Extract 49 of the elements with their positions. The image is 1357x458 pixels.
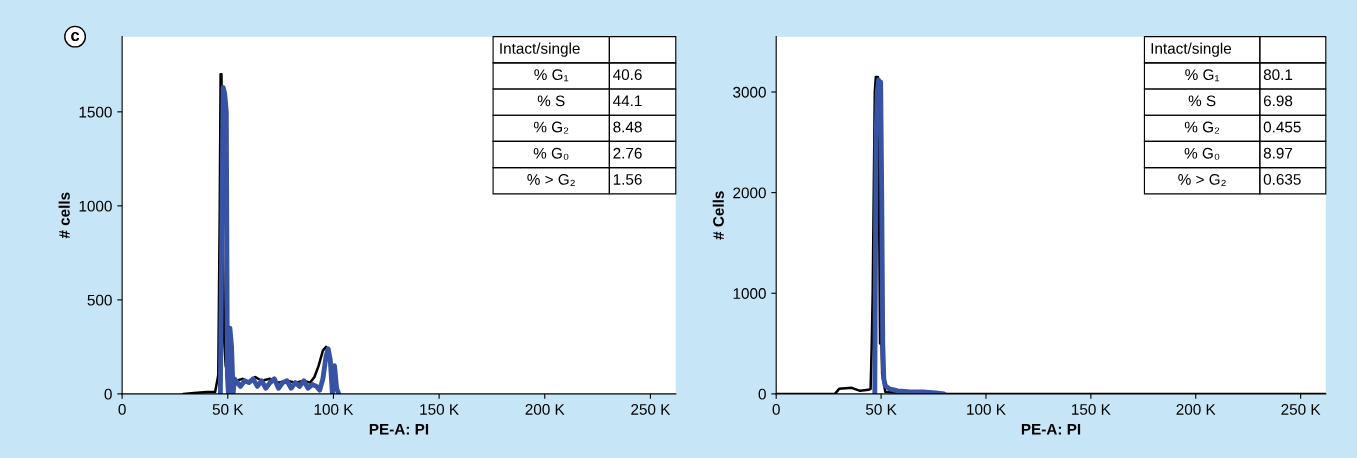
x-tick-label: 100 K (967, 404, 1006, 415)
x-tick-label: 0 (118, 404, 126, 415)
x-tick-label: 50 K (212, 404, 244, 415)
y-tick-label: 1000 (733, 288, 766, 299)
line-series (872, 77, 947, 394)
chart-title: c (71, 31, 80, 42)
annotation: % > G₂ (1178, 174, 1226, 186)
x-axis-title: PE-A: PI (369, 423, 429, 435)
annotation: % > G₂ (527, 174, 575, 186)
annotation: % G₀ (1184, 147, 1220, 160)
y-axis-title: # cells (58, 192, 70, 239)
annotation: % S (1188, 95, 1216, 107)
y-tick-label: 1000 (79, 200, 112, 212)
x-tick-label: 250 K (1281, 404, 1321, 415)
annotation: 40.6 (613, 69, 642, 81)
x-axis-title: PE-A: PI (1021, 423, 1081, 435)
y-axis-title: # Cells (712, 191, 724, 240)
x-tick-label: 200 K (1176, 404, 1216, 415)
annotation: % G₁ (1185, 69, 1220, 82)
x-tick-label: 250 K (631, 404, 671, 415)
y-tick-label: 0 (758, 388, 766, 400)
annotation: Intact/single (500, 42, 580, 57)
x-tick-label: 100 K (314, 404, 354, 415)
y-tick-label: 2000 (733, 187, 766, 199)
annotation: 0.455 (1263, 121, 1301, 133)
annotation: % G₂ (1184, 121, 1220, 134)
x-tick-label: 150 K (1072, 404, 1111, 415)
x-tick-label: 0 (772, 404, 780, 415)
annotation: 1.56 (613, 174, 642, 185)
annotation: % G₂ (533, 121, 569, 134)
x-tick-label: 200 K (525, 404, 565, 415)
y-tick-label: 3000 (733, 86, 766, 98)
annotation: 2.76 (613, 147, 642, 159)
annotation: % S (537, 95, 565, 107)
annotation: 80.1 (1263, 69, 1293, 81)
x-tick-label: 50 K (865, 404, 897, 415)
annotation: % G₁ (534, 69, 569, 82)
annotation: 6.98 (1263, 95, 1293, 107)
y-tick-label: 1500 (79, 106, 112, 118)
annotation: 8.97 (1263, 147, 1293, 159)
annotation: Intact/single (1151, 42, 1232, 57)
annotation: 0.635 (1263, 174, 1301, 185)
line-series (217, 84, 342, 394)
annotation: % G₀ (533, 147, 569, 160)
y-tick-label: 0 (104, 388, 112, 400)
annotation: 44.1 (613, 95, 642, 107)
x-tick-label: 150 K (420, 404, 459, 415)
annotation: 8.48 (613, 121, 642, 133)
y-tick-label: 500 (87, 294, 112, 306)
